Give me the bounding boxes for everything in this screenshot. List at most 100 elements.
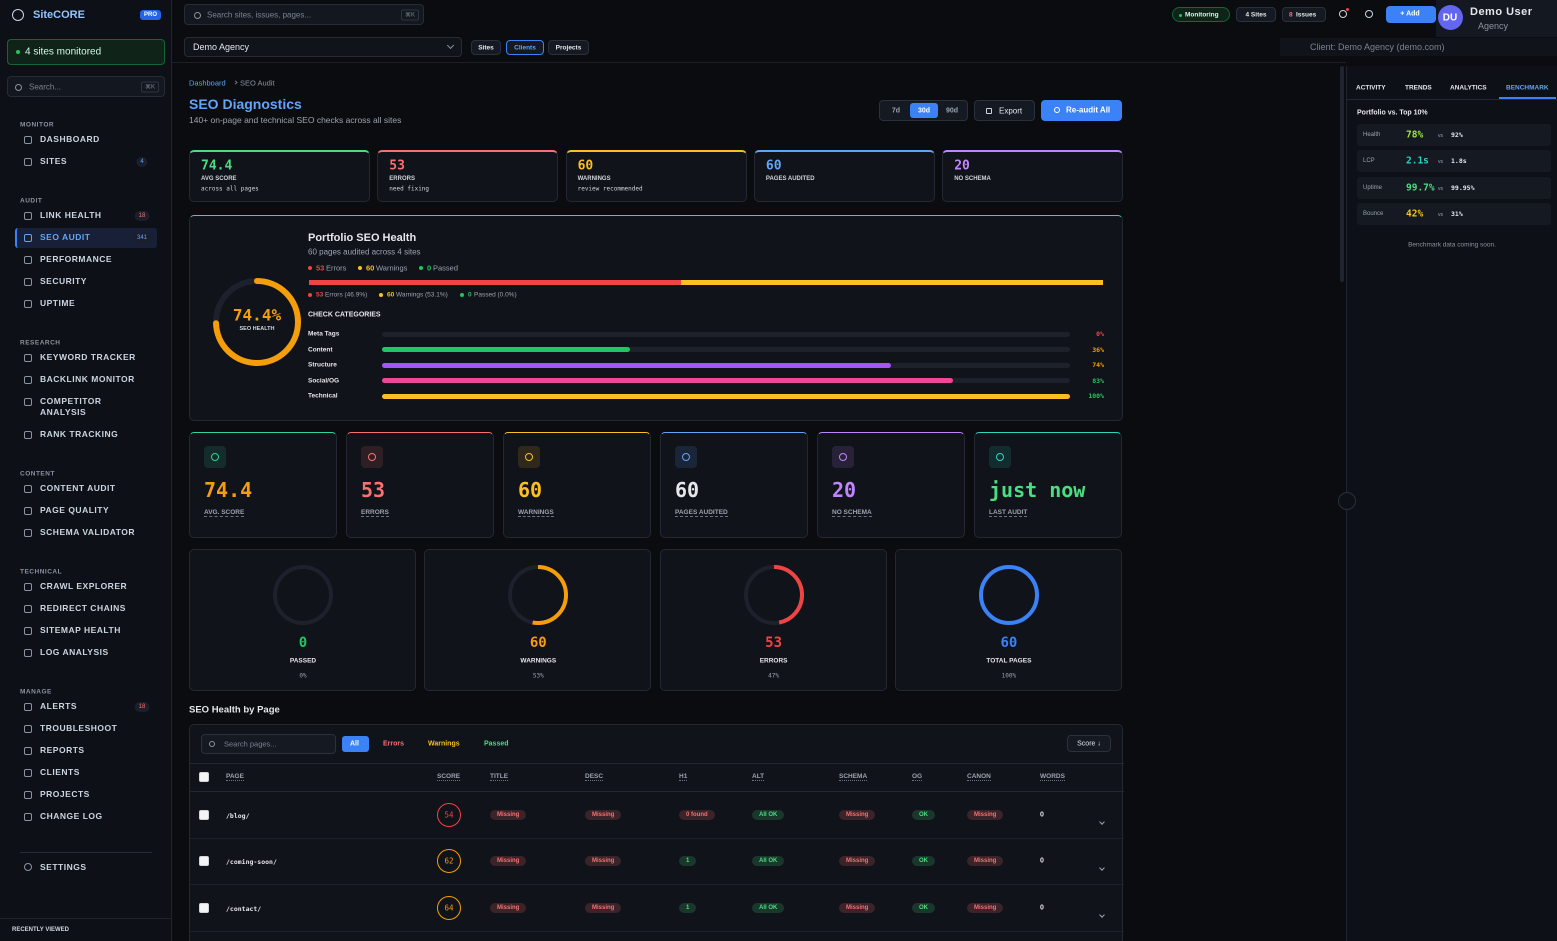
status-pill: OK [912,856,935,867]
filter-button[interactable]: Errors [377,736,417,752]
filter-button[interactable]: Warnings [422,736,462,752]
benchmark-vs: vs [1438,133,1443,139]
nav-item[interactable]: LOG ANALYSIS [40,647,109,657]
checkbox[interactable] [199,902,209,913]
expand-chevron[interactable] [1099,819,1105,825]
column-header[interactable]: ALT [752,773,765,781]
nav-item[interactable]: PAGE QUALITY [40,505,110,515]
add-button[interactable]: + Add [1386,6,1436,23]
column-header[interactable]: OG [912,773,923,781]
nav-item[interactable]: COMPETITOR ANALYSIS [40,396,102,417]
nav-item[interactable]: TROUBLESHOOT [40,723,118,733]
nav-item[interactable]: CHANGE LOG [40,811,103,821]
collapse-button[interactable] [1338,492,1356,510]
icon [24,703,32,711]
filter-text: Warnings [428,740,460,748]
donut-card: 60 WARNINGS 53% [424,549,652,691]
column-header[interactable]: TITLE [490,773,509,781]
panel-tab[interactable]: BENCHMARK [1506,84,1549,92]
filter-button[interactable]: Passed [478,736,518,752]
nav-item[interactable]: REDIRECT CHAINS [40,603,126,613]
column-header[interactable]: WORDS [1040,773,1065,781]
donut-value: 0 [298,635,308,651]
range-button[interactable]: 7d [882,103,910,118]
brand-badge: PRO [140,10,162,20]
subbar-tab[interactable]: Clients [506,40,544,55]
nav-item[interactable]: SECURITY [40,276,87,286]
monitoring-pill[interactable]: Monitoring [1172,7,1230,22]
breakdown-detail: Errors (46.9%) [325,291,368,299]
panel-tab[interactable]: ANALYTICS [1450,84,1487,92]
panel-tab[interactable]: ACTIVITY [1356,84,1386,92]
nav-item[interactable]: SETTINGS [40,862,87,872]
nav-item[interactable]: DASHBOARD [40,134,100,144]
column-header[interactable]: H1 [679,773,688,781]
metric-icon [989,446,1011,468]
user-name: Demo User [1470,6,1533,18]
search-shortcut: ⌘K [141,81,160,93]
icon [24,725,32,733]
column-header[interactable]: SCORE [437,773,461,781]
nav-item[interactable]: LINK HEALTH [40,210,102,220]
nav-item[interactable]: PROJECTS [40,789,90,799]
nav-item[interactable]: CLIENTS [40,767,80,777]
summary-label: AVG SCORE [201,176,237,182]
checkbox[interactable] [199,810,209,820]
nav-item[interactable]: SCHEMA VALIDATOR [40,527,136,537]
reaudit-text: Re-audit All [1066,105,1111,115]
range-button[interactable]: 30d [910,103,938,118]
monitoring-text: Monitoring [1185,11,1219,19]
metric-label: LAST AUDIT [989,509,1028,517]
subbar-tab[interactable]: Projects [548,40,589,55]
nav-item[interactable]: RANK TRACKING [40,429,119,439]
expand-chevron[interactable] [1099,865,1105,872]
sort-button[interactable]: Score ↓ [1067,735,1111,752]
nav-item[interactable]: SEO AUDIT [40,232,91,242]
filter-button[interactable]: All [342,736,369,752]
nav-item[interactable]: UPTIME [40,298,76,308]
search-placeholder: Search pages... [224,739,277,749]
top-search[interactable]: Search sites, issues, pages... ⌘K [184,4,424,25]
icon [1054,107,1060,113]
client-select[interactable]: Demo Agency [184,37,462,57]
nav-item[interactable]: ALERTS [40,701,77,711]
sidebar-search[interactable]: Search... ⌘K [7,76,165,97]
donut [273,565,333,625]
expand-chevron[interactable] [1099,911,1105,918]
nav-item[interactable]: CONTENT AUDIT [40,483,116,493]
column-header[interactable]: SCHEMA [839,773,868,781]
client-select-text: Demo Agency [193,42,250,52]
checkbox[interactable] [199,772,209,782]
breadcrumb-link[interactable]: Dashboard [189,78,226,88]
nav-item[interactable]: SITEMAP HEALTH [40,625,121,635]
column-header[interactable]: CANON [967,773,991,781]
icon [24,649,32,657]
icon [24,747,32,755]
benchmark-top: 31% [1451,209,1463,218]
column-header[interactable]: PAGE [226,773,244,781]
nav-item[interactable]: REPORTS [40,745,85,755]
nav-item[interactable]: PERFORMANCE [40,254,113,264]
checkbox[interactable] [199,856,209,867]
column-header[interactable]: DESC [585,773,604,781]
table-panel: Search pages... All Errors Warnings Passed Sc… [189,724,1124,941]
donut-arc [743,565,804,625]
add-text: + Add [1400,10,1420,18]
issues-pill[interactable]: 8 Issues [1282,7,1326,22]
nav-item[interactable]: KEYWORD TRACKER [40,352,136,362]
user-role: Agency [1478,21,1509,31]
subbar-tab[interactable]: Sites [471,40,501,55]
export-button[interactable]: Export [974,100,1035,121]
breakdown-detail: Warnings (53.1%) [396,291,448,299]
user-menu[interactable]: DU Demo User Agency [1436,0,1557,37]
nav-item[interactable]: CRAWL EXPLORER [40,581,128,591]
panel-tab[interactable]: TRENDS [1405,84,1432,92]
word-count: 0 [1040,904,1044,912]
nav-item[interactable]: BACKLINK MONITOR [40,374,135,384]
export-text: Export [999,106,1023,116]
sites-pill[interactable]: 4 Sites [1236,7,1276,22]
nav-item[interactable]: SITES [40,156,68,166]
reaudit-button[interactable]: Re-audit All [1041,100,1122,121]
range-button[interactable]: 90d [938,103,966,118]
table-search[interactable]: Search pages... [201,734,336,754]
